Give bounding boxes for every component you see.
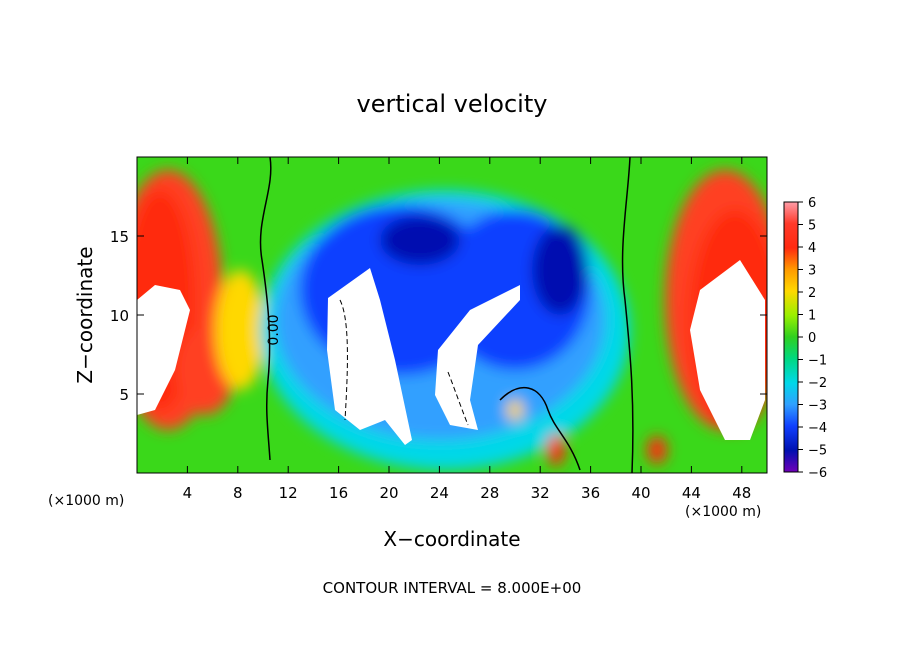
x-tick-label: 48 — [732, 484, 751, 502]
colorbar — [783, 201, 799, 473]
colorbar-tick-label: 0 — [808, 331, 816, 346]
plot-area — [137, 157, 767, 473]
x-tick-label: 36 — [581, 484, 600, 502]
colorbar-tick-label: 4 — [808, 241, 816, 256]
x-tick-label: 20 — [379, 484, 398, 502]
x-unit-left: (×1000 m) — [48, 493, 124, 509]
y-axis: 5 10 15 — [110, 228, 767, 404]
colorbar-ticks: 6 5 4 3 2 1 0 −1 −2 −3 −4 −5 −6 — [798, 196, 827, 481]
colorbar-tick-label: −5 — [808, 444, 827, 459]
x-tick-label: 28 — [480, 484, 499, 502]
x-tick-label: 12 — [279, 484, 298, 502]
x-axis: 4 8 12 16 20 24 28 32 36 40 44 48 — [183, 157, 751, 502]
colorbar-tick-label: −6 — [808, 466, 827, 481]
x-tick-label: 4 — [183, 484, 193, 502]
x-tick-label: 16 — [329, 484, 348, 502]
colorbar-tick-label: −4 — [808, 421, 827, 436]
colorbar-tick-label: 5 — [808, 219, 816, 234]
y-axis-label: Z−coordinate — [73, 246, 97, 383]
x-unit-right: (×1000 m) — [685, 504, 761, 520]
colorbar-tick-label: 6 — [808, 196, 816, 211]
chart-title: vertical velocity — [357, 90, 548, 118]
x-tick-label: 32 — [531, 484, 550, 502]
y-tick-label: 15 — [110, 228, 129, 246]
colorbar-tick-label: −2 — [808, 376, 827, 391]
colorbar-tick-label: −1 — [808, 354, 827, 369]
x-tick-label: 24 — [430, 484, 449, 502]
x-tick-label: 44 — [682, 484, 701, 502]
x-axis-label: X−coordinate — [383, 527, 520, 551]
colorbar-tick-label: −3 — [808, 399, 827, 414]
colorbar-tick-label: 1 — [808, 309, 816, 324]
x-tick-label: 40 — [631, 484, 650, 502]
colorbar-tick-label: 3 — [808, 264, 816, 279]
y-tick-label: 5 — [119, 386, 129, 404]
x-tick-label: 8 — [233, 484, 243, 502]
contour-interval-footer: CONTOUR INTERVAL = 8.000E+00 — [323, 579, 582, 597]
colorbar-tick-label: 2 — [808, 286, 816, 301]
contour-label: 0.00 — [266, 314, 282, 345]
y-tick-label: 10 — [110, 307, 129, 325]
